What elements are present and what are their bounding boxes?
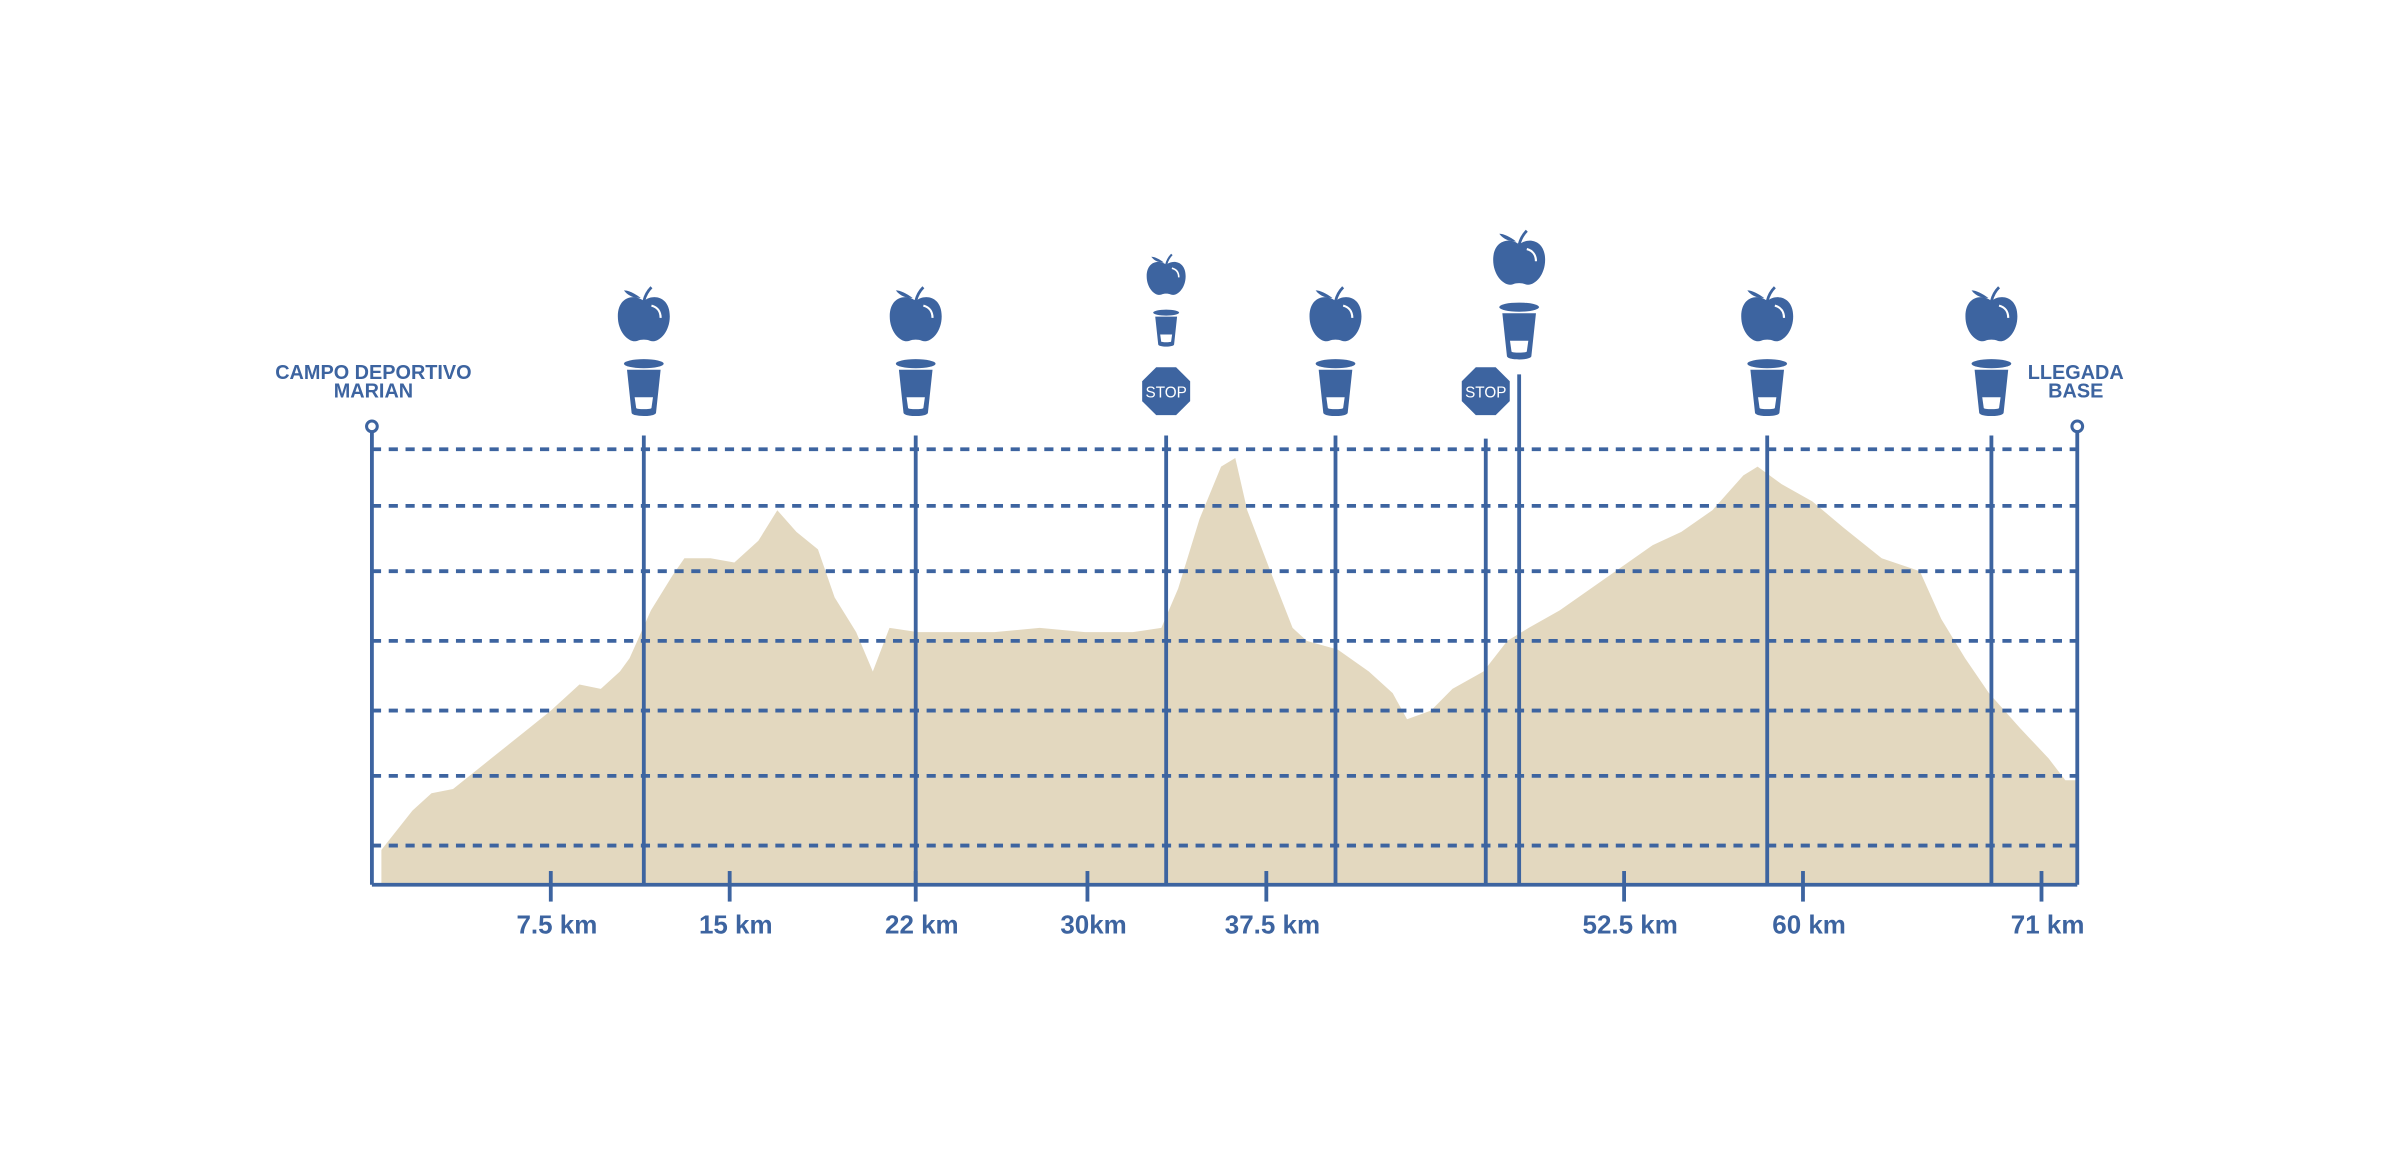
apple-icon: [889, 286, 942, 342]
cup-water: [634, 397, 653, 410]
apple-shine: [1171, 267, 1180, 278]
x-tick-label: 22 km: [885, 910, 959, 940]
apple-stem: [1765, 286, 1776, 302]
start-label: CAMPO DEPORTIVO: [275, 362, 471, 384]
cup-body: [1974, 369, 2009, 417]
x-tick-label: 71 km: [2011, 910, 2085, 940]
x-tick-label: 52.5 km: [1583, 910, 1678, 940]
apple-stem: [1517, 229, 1528, 245]
cup-icon: [1153, 309, 1180, 347]
elevation-area: [381, 457, 2078, 885]
cup-water: [1326, 397, 1345, 410]
start-marker: [365, 419, 379, 434]
cup-body: [898, 369, 933, 417]
apple-icon: [1965, 286, 2018, 342]
end-label: LLEGADA: [2028, 362, 2124, 384]
apple-leaf: [1971, 290, 1989, 298]
x-tick-label: 60 km: [1772, 910, 1846, 940]
apple-icon: [1741, 286, 1794, 342]
stop-text: STOP: [1146, 384, 1187, 401]
cup-water: [1160, 334, 1173, 343]
apple-stem: [1334, 286, 1345, 302]
apple-leaf: [1747, 290, 1765, 298]
apple-icon: [1309, 286, 1362, 342]
apple-shine: [1998, 304, 2010, 318]
cup-body: [627, 369, 661, 417]
apple-leaf: [1315, 290, 1333, 298]
cup-water: [1509, 340, 1529, 353]
stop-sign: [1461, 367, 1510, 416]
apple-stem: [1990, 286, 2001, 302]
end-label: BASE: [2048, 380, 2103, 402]
apple-shine: [651, 304, 662, 318]
apple-icon: [617, 286, 670, 342]
cup-icon: [1315, 359, 1356, 417]
cup-rim: [1971, 359, 2012, 369]
apple-leaf: [1151, 256, 1164, 263]
cup-body: [1750, 369, 1785, 417]
cup-icon: [623, 359, 664, 417]
cup-water: [1758, 397, 1777, 410]
apple-body: [1741, 297, 1794, 342]
x-tick-label: 37.5 km: [1225, 910, 1320, 940]
cup-icon: [1747, 359, 1788, 417]
stop-icon: STOP: [1461, 367, 1510, 416]
end-marker: [2070, 419, 2085, 434]
cup-body: [1318, 369, 1353, 417]
x-tick-label: 30km: [1060, 910, 1126, 940]
apple-body: [1146, 261, 1186, 295]
stop-sign: [1142, 367, 1191, 416]
apple-body: [1493, 240, 1546, 285]
cup-rim: [1315, 359, 1356, 369]
cup-rim: [1747, 359, 1788, 369]
cup-icon: [1499, 302, 1540, 360]
start-label: MARIAN: [334, 380, 413, 402]
apple-body: [889, 297, 942, 342]
apple-leaf: [895, 290, 913, 298]
apple-leaf: [623, 290, 641, 298]
cup-water: [1982, 397, 2001, 410]
apple-shine: [1526, 248, 1538, 262]
cup-rim: [1153, 309, 1180, 316]
stop-text: STOP: [1465, 384, 1506, 401]
apple-icon: [1146, 253, 1186, 295]
apple-stem: [914, 286, 925, 302]
stop-icon: STOP: [1142, 367, 1191, 416]
cup-rim: [1499, 302, 1540, 312]
cup-icon: [1971, 359, 2012, 417]
cup-rim: [623, 359, 664, 369]
apple-shine: [1774, 304, 1786, 318]
apple-stem: [642, 286, 653, 302]
cup-rim: [895, 359, 936, 369]
apple-shine: [923, 304, 934, 318]
cup-body: [1502, 313, 1536, 360]
apple-body: [1309, 297, 1362, 342]
apple-icon: [1493, 229, 1546, 285]
apple-leaf: [1499, 233, 1517, 242]
apple-shine: [1342, 304, 1354, 318]
apple-body: [1965, 297, 2018, 342]
x-tick-label: 15 km: [699, 910, 773, 940]
cup-icon: [895, 359, 936, 417]
x-tick-label: 7.5 km: [516, 910, 597, 940]
cup-water: [906, 397, 925, 410]
cup-body: [1155, 316, 1178, 347]
apple-body: [617, 297, 670, 342]
apple-stem: [1165, 253, 1173, 266]
